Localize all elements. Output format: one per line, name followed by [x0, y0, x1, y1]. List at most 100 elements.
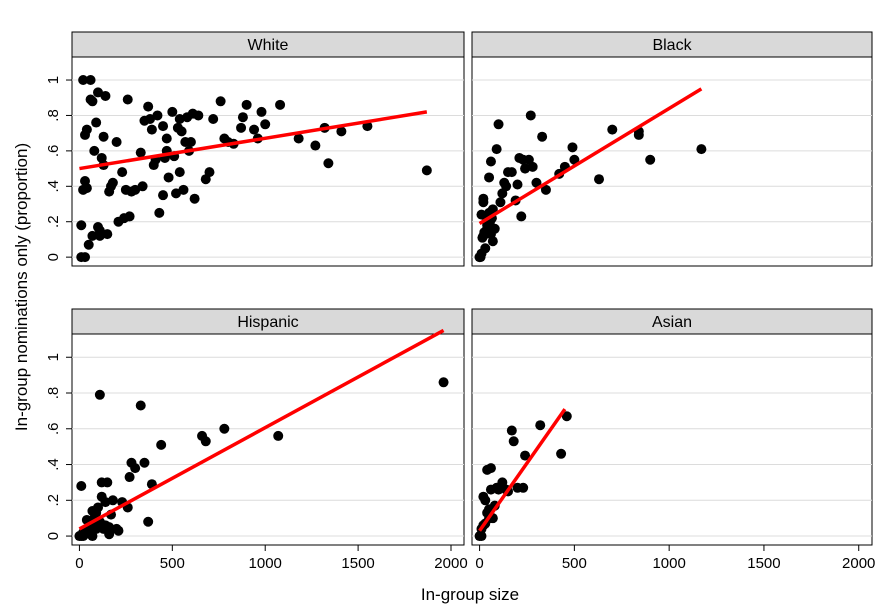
data-point-black-35 — [540, 184, 551, 195]
data-point-asian-1 — [476, 531, 487, 542]
y-tick-label-white-1: .2 — [45, 215, 62, 228]
y-tick-label-hispanic-2: .4 — [45, 458, 62, 471]
data-point-asian-6 — [480, 495, 491, 506]
data-point-white-84 — [100, 90, 111, 101]
data-point-white-46 — [178, 184, 189, 195]
panel-title-hispanic: Hispanic — [237, 314, 298, 331]
data-point-white-54 — [204, 167, 215, 178]
data-point-white-61 — [237, 112, 248, 123]
x-axis-title: In-group size — [421, 585, 519, 604]
data-point-black-21 — [501, 181, 512, 192]
y-tick-label-hispanic-3: .6 — [45, 423, 62, 436]
data-point-asian-26 — [556, 448, 567, 459]
data-point-black-34 — [537, 131, 548, 142]
data-point-white-18 — [111, 137, 122, 148]
data-point-white-80 — [91, 117, 102, 128]
data-point-white-81 — [93, 87, 104, 98]
plot-area-asian — [471, 333, 873, 546]
data-point-white-25 — [130, 184, 141, 195]
data-point-white-7 — [81, 183, 92, 194]
data-point-white-33 — [152, 110, 163, 121]
data-point-white-17 — [107, 177, 118, 188]
data-point-black-27 — [516, 211, 527, 222]
data-point-white-74 — [421, 165, 432, 176]
panel-white: White 0 .2 .4 .6 .8 1 — [45, 31, 465, 267]
data-point-white-26 — [135, 147, 146, 158]
y-tick-label-white-4: .8 — [45, 109, 62, 122]
data-point-asian-21 — [508, 436, 519, 447]
data-point-white-79 — [89, 145, 100, 156]
data-point-black-47 — [475, 252, 486, 263]
data-point-white-62 — [241, 99, 252, 110]
data-point-hispanic-18 — [107, 495, 118, 506]
data-point-hispanic-20 — [113, 525, 124, 536]
data-point-black-23 — [506, 167, 517, 178]
data-point-white-67 — [275, 99, 286, 110]
data-point-black-18 — [495, 197, 506, 208]
data-point-hispanic-43 — [96, 477, 107, 488]
x-tick-label-hispanic-2: 1000 — [249, 555, 282, 572]
data-point-white-68 — [293, 133, 304, 144]
y-tick-label-white-2: .4 — [45, 180, 62, 193]
data-point-white-4 — [76, 220, 87, 231]
data-point-white-35 — [158, 190, 169, 201]
data-point-white-52 — [193, 110, 204, 121]
panel-asian: Asian 0 500 1000 1500 2000 — [471, 308, 875, 572]
data-point-hispanic-44 — [100, 520, 111, 531]
data-point-black-4 — [478, 193, 489, 204]
data-point-hispanic-28 — [143, 516, 154, 527]
data-point-hispanic-33 — [219, 423, 230, 434]
data-point-black-29 — [520, 163, 531, 174]
data-point-white-60 — [236, 122, 247, 133]
plot-area-black — [471, 56, 873, 267]
data-point-white-55 — [208, 113, 219, 124]
data-point-black-32 — [527, 161, 538, 172]
data-point-black-13 — [487, 204, 498, 215]
data-point-hispanic-27 — [139, 457, 150, 468]
data-point-hispanic-45 — [104, 529, 115, 540]
data-point-asian-20 — [506, 425, 517, 436]
x-tick-label-asian-0: 0 — [475, 555, 483, 572]
y-axis-title: In-group nominations only (proportion) — [12, 143, 31, 431]
x-tick-label-hispanic-0: 0 — [75, 555, 83, 572]
y-tick-label-white-0: 0 — [45, 253, 62, 261]
data-point-black-41 — [607, 124, 618, 135]
panels: White 0 .2 .4 .6 .8 1 Black Hispanic 0 .2 .4 .6 .8 1 0 5… — [45, 31, 875, 572]
data-point-asian-25 — [535, 420, 546, 431]
y-tick-label-white-3: .6 — [45, 145, 62, 158]
data-point-asian-24 — [520, 450, 531, 461]
x-tick-label-asian-4: 2000 — [842, 555, 875, 572]
panel-strip-hispanic — [71, 308, 465, 335]
data-point-hispanic-41 — [87, 506, 98, 517]
data-point-white-9 — [87, 230, 98, 241]
data-point-white-87 — [139, 115, 150, 126]
data-point-black-11 — [485, 156, 496, 167]
data-point-white-39 — [163, 172, 174, 183]
data-point-black-38 — [567, 142, 578, 153]
data-point-black-17 — [493, 119, 504, 130]
data-point-white-66 — [260, 119, 271, 130]
data-point-hispanic-25 — [130, 463, 141, 474]
data-point-white-72 — [336, 126, 347, 137]
data-point-white-34 — [154, 207, 165, 218]
data-point-white-28 — [143, 101, 154, 112]
data-point-black-39 — [569, 154, 580, 165]
data-point-white-86 — [161, 133, 172, 144]
data-point-hispanic-37 — [76, 480, 87, 491]
plot-area-hispanic — [71, 333, 465, 546]
y-tick-label-hispanic-0: 0 — [45, 532, 62, 540]
data-point-black-9 — [484, 172, 495, 183]
data-point-white-3 — [80, 252, 91, 263]
x-tick-label-hispanic-4: 2000 — [434, 555, 467, 572]
data-point-white-40 — [167, 106, 178, 117]
data-point-white-23 — [124, 211, 135, 222]
panel-hispanic: Hispanic 0 .2 .4 .6 .8 1 0 500 1000 1500 2000 — [45, 308, 468, 572]
data-point-hispanic-23 — [124, 472, 135, 483]
data-point-asian-27 — [561, 411, 572, 422]
data-point-hispanic-30 — [156, 439, 167, 450]
data-point-asian-23 — [518, 482, 529, 493]
panel-strip-asian — [471, 308, 873, 335]
data-point-hispanic-34 — [273, 430, 284, 441]
data-point-white-76 — [81, 124, 92, 135]
